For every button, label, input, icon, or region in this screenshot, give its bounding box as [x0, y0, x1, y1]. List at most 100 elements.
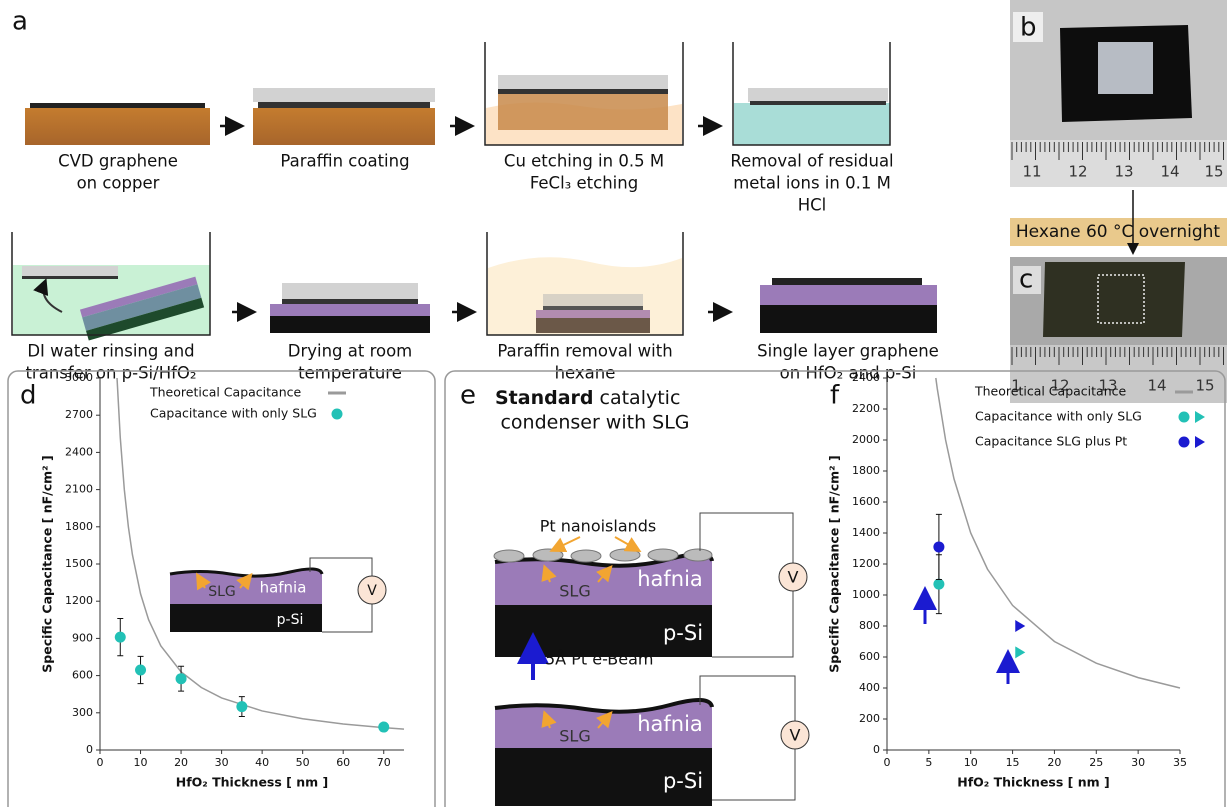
panel-label: e [460, 381, 476, 411]
step-caption: Paraffin removal with [497, 342, 672, 361]
title-rest: catalytic [600, 387, 681, 409]
pointer [549, 536, 581, 553]
graphene-label: SLG [208, 584, 236, 600]
ruler-ticks: 1 12 13 14 15 [1011, 347, 1224, 395]
voltmeter [778, 562, 808, 592]
y-tick-label: 900 [72, 631, 93, 644]
x-tick-label: 15 [1006, 756, 1020, 769]
p-si [495, 748, 712, 806]
data-point [933, 578, 945, 590]
step-caption: on copper [77, 174, 160, 193]
tilted-substrate [79, 276, 205, 341]
y-tick-label: 2400 [852, 371, 880, 384]
label-box [1013, 266, 1041, 294]
ruler-number: 12 [1068, 163, 1087, 181]
device-with-pt: Pt nanoislands SLG hafnia p-Si V [493, 512, 808, 658]
ruler-number: 13 [1098, 377, 1117, 395]
y-tick-label: 600 [859, 650, 880, 663]
graphene-film [1098, 42, 1153, 94]
y-tick-label: 2100 [65, 483, 93, 496]
x-tick-label: 10 [134, 756, 148, 769]
panel-title-line: condenser with SLG [500, 412, 689, 434]
y-tick-label: 200 [859, 712, 880, 725]
ruler-number: 13 [1114, 163, 1133, 181]
voltmeter [780, 720, 810, 750]
paraffin [543, 294, 643, 306]
legend-swatch [1178, 436, 1190, 448]
y-tick-label: 1800 [65, 520, 93, 533]
pt-islands [493, 548, 713, 563]
graphene-label: SLG [559, 727, 590, 746]
y-tick-label: 1400 [852, 526, 880, 539]
x-tick-label: 50 [296, 756, 310, 769]
x-tick-label: 30 [1131, 756, 1145, 769]
pointer [596, 710, 613, 729]
x-tick-label: 40 [255, 756, 269, 769]
data-point [175, 673, 187, 685]
pointer [541, 564, 557, 583]
circuit [309, 557, 373, 633]
y-tick-label: 600 [72, 669, 93, 682]
ruler-number: 14 [1160, 163, 1179, 181]
step-label: Hexane 60 °C overnight [1016, 222, 1221, 242]
y-tick-label: 0 [873, 743, 880, 756]
step-label: 5Å Pt e-Beam [545, 650, 653, 669]
step-caption: hexane [555, 364, 616, 383]
hafnia [536, 310, 650, 318]
ruler-number: 11 [1022, 163, 1041, 181]
step-caption: Removal of residual [730, 152, 893, 171]
panel-label: f [830, 381, 840, 411]
y-tick-label: 800 [859, 619, 880, 632]
pointer [236, 572, 253, 591]
panel-label: c [1019, 265, 1033, 295]
legend-label: Capacitance SLG plus Pt [975, 434, 1127, 449]
chart: 0200400600800100012001400160018002000220… [827, 371, 1205, 790]
y-axis-label: Specific Capacitance [ nF/cm² ] [40, 455, 55, 672]
copper [498, 94, 668, 130]
beaker [732, 42, 891, 146]
step-caption: Paraffin coating [280, 152, 409, 171]
p-si [760, 305, 937, 333]
process-row-2 [11, 232, 937, 341]
ruler-number: 15 [1204, 163, 1223, 181]
data-point [1015, 620, 1026, 632]
graphene [494, 698, 714, 714]
beaker [11, 232, 211, 336]
p-si [536, 318, 650, 333]
ruler-number: 14 [1147, 377, 1166, 395]
title-bold: Standard [495, 387, 594, 409]
layer-label: hafnia [637, 567, 703, 591]
step-caption: temperature [298, 364, 402, 383]
data-point [1015, 646, 1026, 659]
process-row-1 [25, 42, 891, 146]
hcl-bath [734, 103, 890, 145]
x-axis-label: HfO₂ Thickness [ nm ] [176, 775, 328, 790]
graphene [498, 89, 668, 94]
panel-label: d [20, 381, 37, 411]
legend-label: Capacitance with only SLG [150, 406, 317, 421]
panel-label: b [1020, 13, 1037, 43]
graphene [772, 278, 922, 285]
step-caption: Single layer graphene [757, 342, 939, 361]
pointer [541, 710, 557, 729]
x-tick-label: 0 [97, 756, 104, 769]
x-tick-label: 70 [377, 756, 391, 769]
legend-label: Theoretical Capacitance [149, 385, 301, 400]
chart: 0 300 600 900 1200 1500 1800 2100 2400 2700 3000 0 1… [40, 371, 405, 790]
y-tick-label: 2000 [852, 433, 880, 446]
theory-line [935, 377, 1181, 689]
legend-swatch [331, 408, 343, 420]
pointer [596, 564, 613, 583]
ruler-number: 15 [1195, 377, 1214, 395]
y-tick-label: 2400 [65, 445, 93, 458]
circuit [699, 675, 796, 801]
data-point [135, 664, 147, 676]
data-point [114, 631, 126, 643]
rinse-arrow [33, 278, 63, 313]
data-point [933, 541, 945, 553]
graphene-label: SLG [559, 582, 590, 601]
paraffin [282, 283, 418, 299]
step-caption: CVD graphene [58, 152, 178, 171]
islands-label: Pt nanoislands [540, 517, 657, 536]
